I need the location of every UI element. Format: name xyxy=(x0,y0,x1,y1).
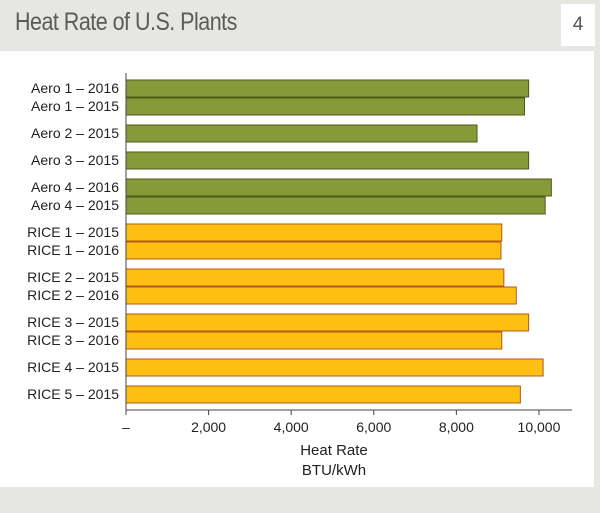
category-labels: Aero 1 – 2016 Aero 1 – 2015 Aero 2 – 2015 A… xyxy=(27,80,119,402)
bar-10 xyxy=(125,313,530,332)
category-label-1: Aero 1 – 2015 xyxy=(31,98,119,114)
category-label-0: Aero 1 – 2016 xyxy=(31,80,119,96)
bar-9 xyxy=(125,286,517,305)
category-label-10: RICE 3 – 2015 xyxy=(27,314,119,330)
x-tick-label-0: – xyxy=(122,419,130,435)
category-label-7: RICE 1 – 2016 xyxy=(27,242,119,258)
figure-number: 4 xyxy=(572,14,584,35)
category-label-2: Aero 2 – 2015 xyxy=(31,125,119,141)
bar-8 xyxy=(125,268,505,287)
chart-panel: Aero 1 – 2016 Aero 1 – 2015 Aero 2 – 2015 A… xyxy=(0,51,594,487)
category-label-9: RICE 2 – 2016 xyxy=(27,287,119,303)
header-bar: Heat Rate of U.S. Plants 4 xyxy=(0,0,600,46)
bar-0 xyxy=(125,79,530,98)
category-label-12: RICE 4 – 2015 xyxy=(27,359,119,375)
category-label-5: Aero 4 – 2015 xyxy=(31,197,119,213)
x-axis-unit: BTU/kWh xyxy=(302,462,366,479)
bar-4 xyxy=(125,178,552,197)
bar-5 xyxy=(125,196,546,215)
bar-3 xyxy=(125,151,530,170)
figure-number-badge: 4 xyxy=(561,4,595,46)
bar-7 xyxy=(125,241,502,260)
bar-6 xyxy=(125,223,503,242)
category-label-6: RICE 1 – 2015 xyxy=(27,224,119,240)
bar-1 xyxy=(125,97,526,116)
bar-13 xyxy=(125,385,521,404)
heat-rate-chart: Aero 1 – 2016 Aero 1 – 2015 Aero 2 – 2015 A… xyxy=(27,73,572,479)
x-tick-label-5: 10,000 xyxy=(518,419,561,435)
page-title: Heat Rate of U.S. Plants xyxy=(15,8,237,36)
x-axis-label: Heat Rate xyxy=(300,442,368,459)
category-label-8: RICE 2 – 2015 xyxy=(27,269,119,285)
category-label-3: Aero 3 – 2015 xyxy=(31,152,119,168)
category-label-13: RICE 5 – 2015 xyxy=(27,386,119,402)
category-label-11: RICE 3 – 2016 xyxy=(27,332,119,348)
x-tick-label-2: 4,000 xyxy=(274,419,309,435)
bar-2 xyxy=(125,124,478,143)
bar-11 xyxy=(125,331,503,350)
x-tick-label-1: 2,000 xyxy=(191,419,226,435)
x-tick-label-4: 8,000 xyxy=(439,419,474,435)
bars-layer xyxy=(125,79,552,404)
x-axis: – 2,000 4,000 6,000 8,000 10,000 xyxy=(122,73,572,435)
x-tick-label-3: 6,000 xyxy=(356,419,391,435)
footer-strip xyxy=(0,493,600,513)
category-label-4: Aero 4 – 2016 xyxy=(31,179,119,195)
bar-12 xyxy=(125,358,544,377)
